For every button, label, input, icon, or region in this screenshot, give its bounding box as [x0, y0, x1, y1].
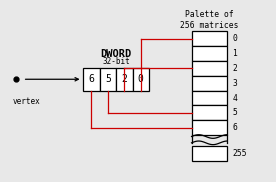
Text: 3: 3: [232, 79, 237, 88]
Text: 1: 1: [232, 49, 237, 58]
Text: vertex: vertex: [13, 97, 41, 106]
Text: 32-bit: 32-bit: [102, 57, 130, 66]
Text: 5: 5: [232, 108, 237, 117]
Bar: [116, 68, 132, 91]
Bar: [192, 61, 227, 76]
Bar: [192, 146, 227, 161]
Bar: [100, 68, 116, 91]
Text: 0: 0: [138, 74, 144, 84]
Text: 5: 5: [105, 74, 111, 84]
Text: 2: 2: [232, 64, 237, 73]
Bar: [192, 76, 227, 91]
Bar: [192, 105, 227, 120]
Bar: [132, 68, 149, 91]
Text: 255: 255: [232, 149, 247, 158]
Bar: [192, 120, 227, 135]
Text: DWORD: DWORD: [100, 49, 132, 59]
Bar: [192, 91, 227, 105]
Text: 6: 6: [232, 123, 237, 132]
Text: Palette of
256 matrices: Palette of 256 matrices: [180, 10, 239, 31]
Bar: [83, 68, 100, 91]
Text: 0: 0: [232, 34, 237, 43]
Bar: [192, 46, 227, 61]
Text: 2: 2: [121, 74, 127, 84]
Text: 4: 4: [232, 94, 237, 102]
Text: 6: 6: [88, 74, 94, 84]
Bar: [192, 31, 227, 46]
